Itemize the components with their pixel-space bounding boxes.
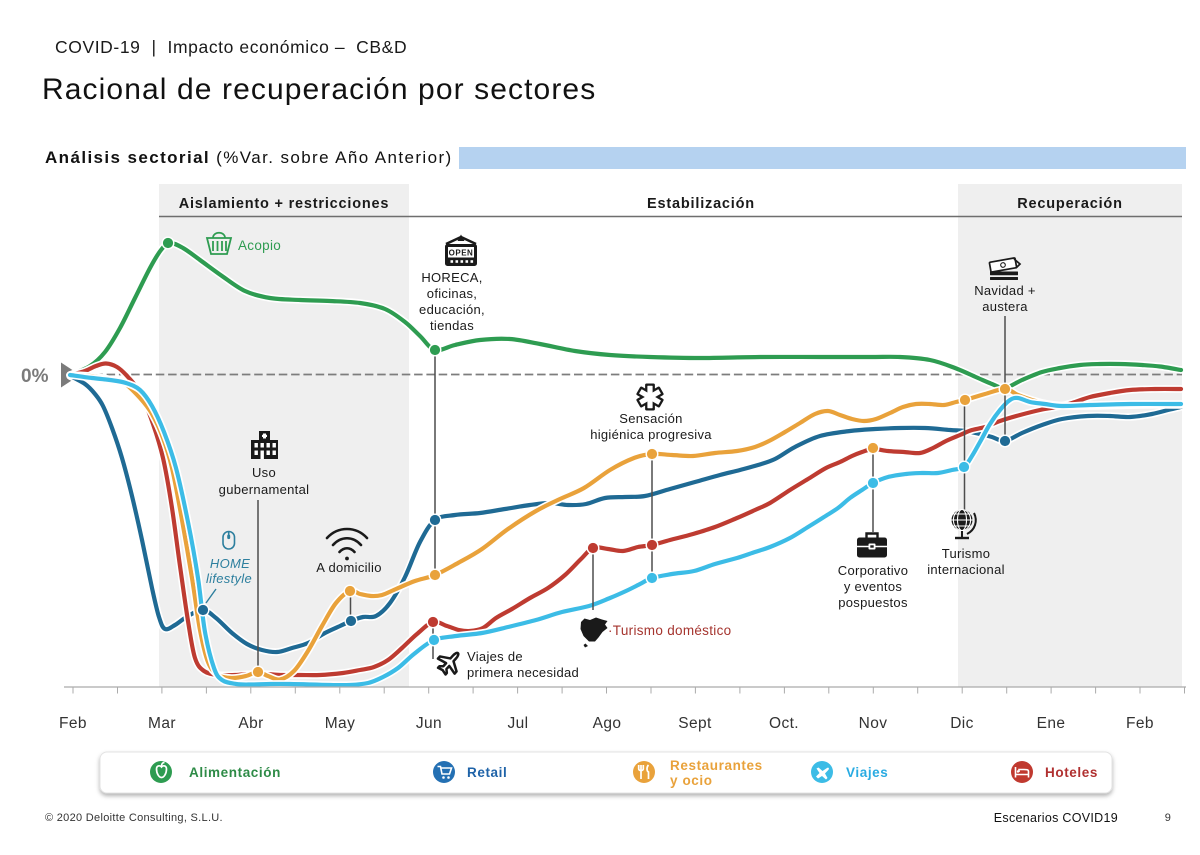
svg-text:Aislamiento + restricciones: Aislamiento + restricciones [179, 196, 390, 212]
svg-text:Ago: Ago [593, 715, 622, 732]
svg-text:May: May [325, 715, 355, 732]
svg-text:Corporativo: Corporativo [838, 563, 909, 578]
svg-text:pospuestos: pospuestos [838, 595, 908, 610]
svg-text:Retail: Retail [467, 765, 507, 780]
svg-text:Escenarios COVID19: Escenarios COVID19 [994, 811, 1118, 825]
svg-text:Oct.: Oct. [769, 715, 799, 732]
svg-text:Jul: Jul [507, 715, 528, 732]
svg-text:tiendas: tiendas [430, 318, 474, 333]
svg-text:HORECA,: HORECA, [421, 270, 482, 285]
svg-text:gubernamental: gubernamental [219, 482, 310, 497]
svg-text:y eventos: y eventos [844, 579, 903, 594]
svg-text:Feb: Feb [59, 715, 87, 732]
svg-text:Alimentación: Alimentación [189, 765, 281, 780]
svg-text:Nov: Nov [859, 715, 888, 732]
svg-text:Jun: Jun [416, 715, 442, 732]
svg-text:9: 9 [1165, 812, 1171, 824]
svg-text:Ene: Ene [1037, 715, 1066, 732]
svg-text:higiénica progresiva: higiénica progresiva [590, 427, 712, 442]
svg-text:Viajes de: Viajes de [467, 649, 523, 664]
svg-text:Sept: Sept [678, 715, 712, 732]
svg-text:internacional: internacional [927, 562, 1005, 577]
svg-text:Abr: Abr [238, 715, 263, 732]
svg-text:austera: austera [982, 299, 1028, 314]
svg-text:Sensación: Sensación [619, 411, 682, 426]
svg-text:0%: 0% [21, 366, 49, 387]
svg-text:Estabilización: Estabilización [647, 196, 755, 212]
svg-text:OPEN: OPEN [449, 249, 474, 258]
svg-text:Hoteles: Hoteles [1045, 765, 1098, 780]
svg-text:A domicilio: A domicilio [316, 560, 381, 575]
svg-text:Restaurantes: Restaurantes [670, 758, 763, 773]
svg-text:Feb: Feb [1126, 715, 1154, 732]
svg-text:Uso: Uso [252, 465, 276, 480]
svg-text:© 2020 Deloitte Consulting, S.: © 2020 Deloitte Consulting, S.L.U. [45, 812, 223, 824]
svg-text:y ocio: y ocio [670, 773, 713, 788]
svg-text:HOME: HOME [210, 556, 250, 571]
svg-text:Mar: Mar [148, 715, 176, 732]
svg-text:Acopio: Acopio [238, 238, 281, 253]
svg-text:Navidad +: Navidad + [974, 283, 1036, 298]
svg-text:primera necesidad: primera necesidad [467, 665, 579, 680]
svg-text:Turismo: Turismo [942, 546, 991, 561]
svg-text:·Turismo doméstico: ·Turismo doméstico [608, 623, 731, 638]
svg-text:Viajes: Viajes [846, 765, 888, 780]
svg-text:oficinas,: oficinas, [427, 286, 477, 301]
svg-text:Recuperación: Recuperación [1017, 196, 1123, 212]
svg-text:educación,: educación, [419, 302, 485, 317]
svg-text:Dic: Dic [950, 715, 974, 732]
svg-text:lifestyle: lifestyle [206, 571, 252, 586]
